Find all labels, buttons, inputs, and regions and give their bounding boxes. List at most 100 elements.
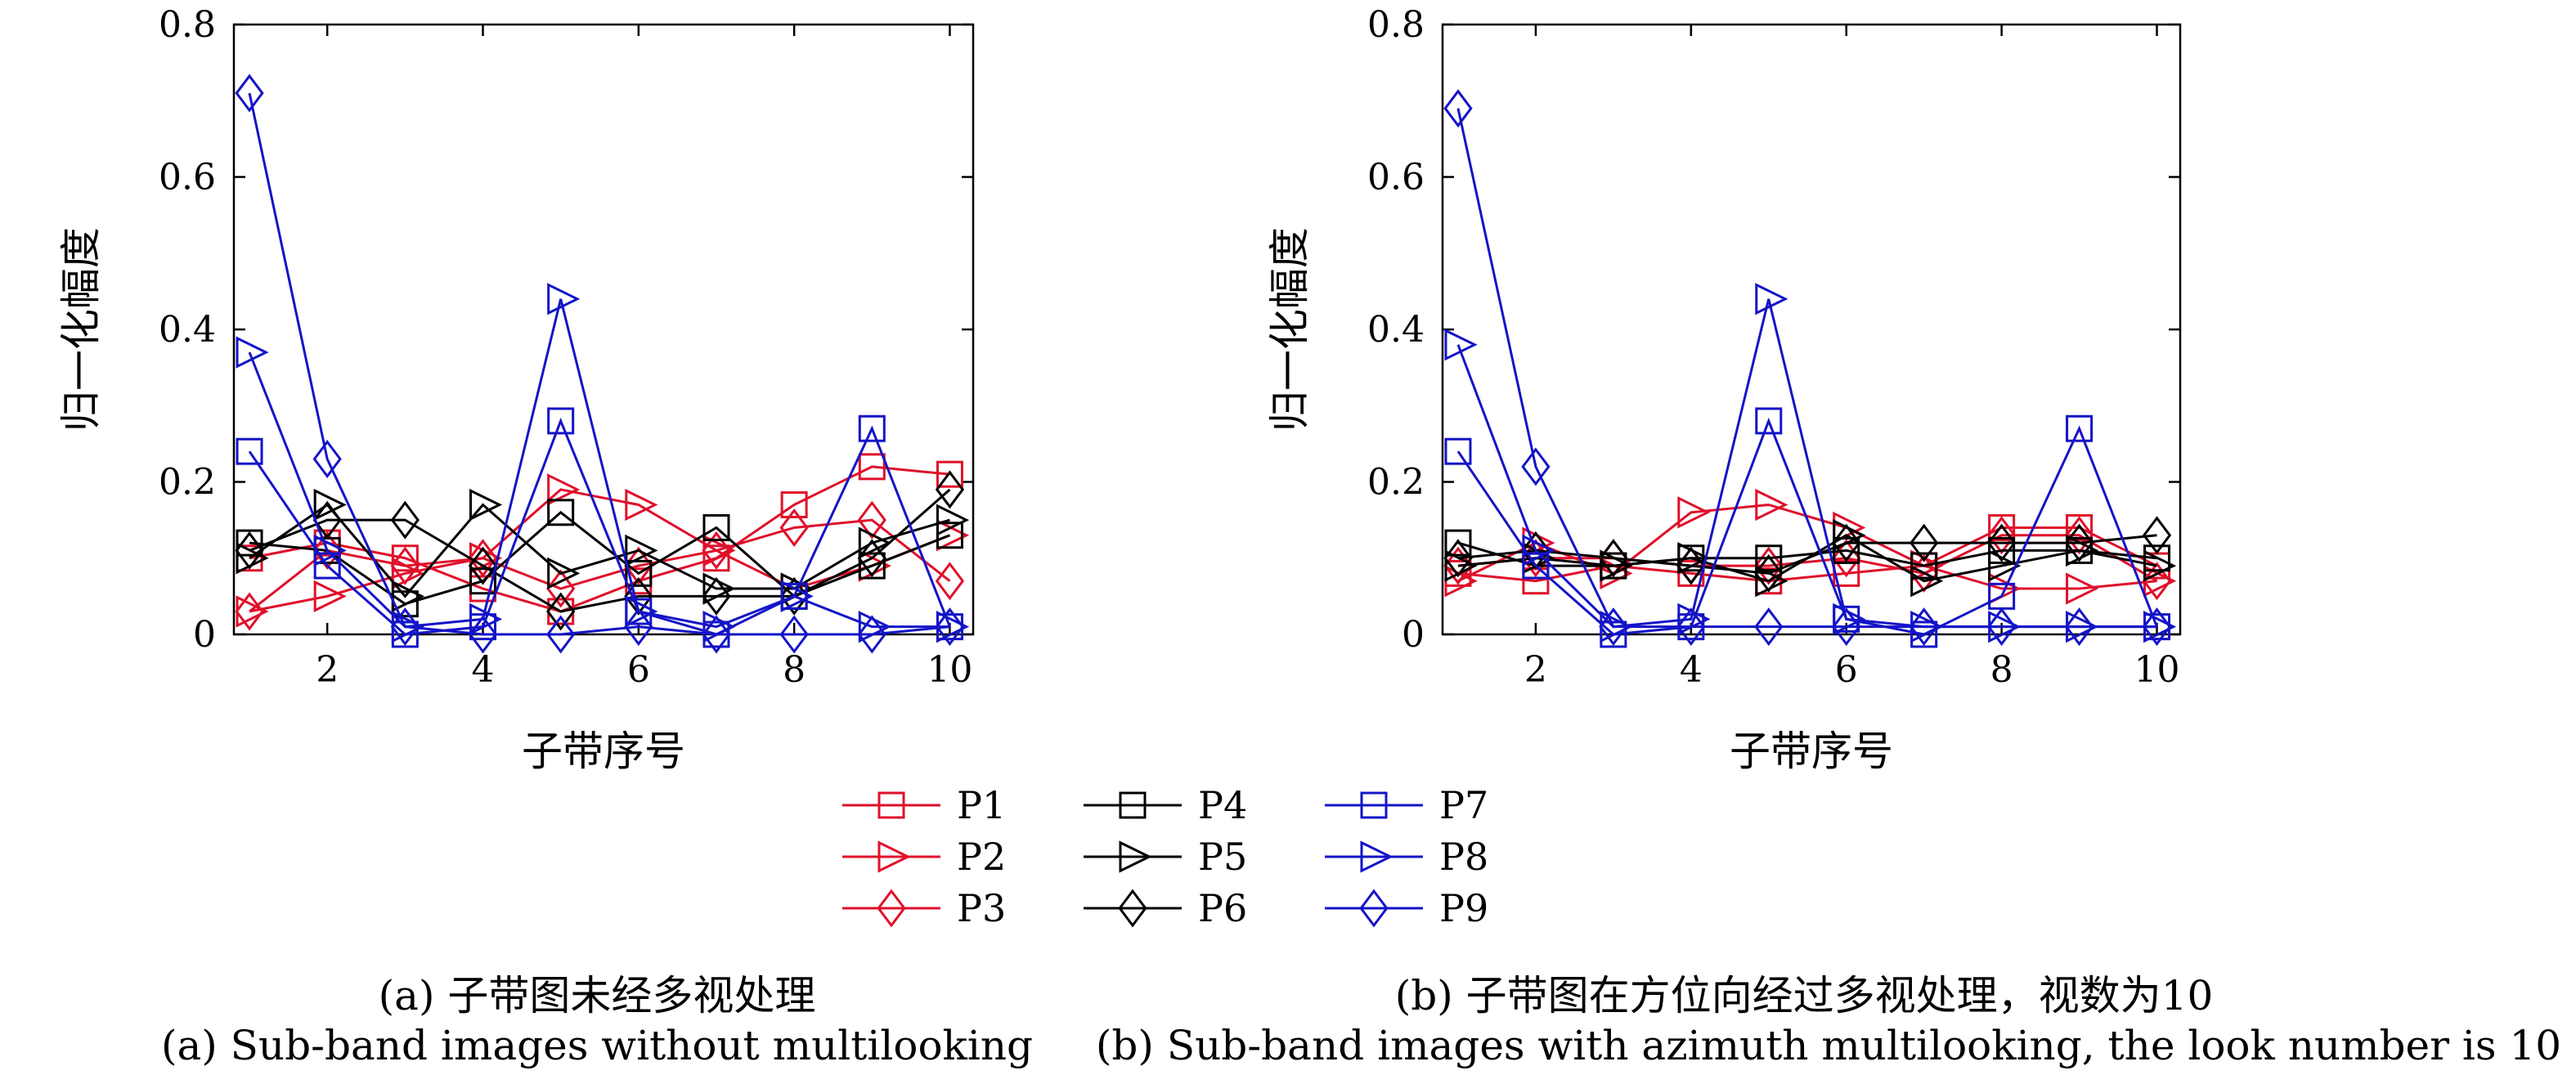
data-point-b-P6-3 (1599, 539, 1628, 578)
x-tick-label-a-2: 2 (316, 649, 339, 691)
data-point-a-P5-3 (391, 580, 425, 613)
series-line-a-P3 (249, 518, 951, 613)
legend-entry-P1: P1 (842, 783, 1006, 827)
data-point-b-P6-9 (2064, 523, 2094, 562)
legend-entry-P7: P7 (1325, 783, 1488, 827)
y-tick-label-a-0.8: 0.8 (159, 4, 216, 46)
legend-entry-P9: P9 (1325, 886, 1488, 930)
data-point-a-P3-9 (857, 500, 886, 540)
series-a-P9 (235, 74, 965, 654)
y-axis-label-b: 归一化幅度 (1266, 227, 1313, 432)
data-point-a-P3-1 (235, 592, 264, 631)
data-point-b-P7-1 (1444, 437, 1472, 465)
legend-label-P6: P6 (1198, 886, 1247, 930)
data-point-a-P6-4 (468, 546, 498, 585)
data-point-b-P6-8 (1986, 523, 2017, 562)
data-point-a-P6-10 (935, 470, 965, 509)
series-b-P6 (1443, 516, 2172, 593)
series-line-a-P5 (249, 503, 950, 598)
data-point-b-P2-4 (1677, 496, 1711, 529)
legend-entry-P8: P8 (1325, 835, 1488, 879)
chart-panel-b: 2 4 6 8 10 0 0.2 0.4 0.6 0.8 子带序号 归一化幅度 (1266, 4, 2182, 775)
data-point-a-P3-4 (468, 539, 498, 578)
data-point-a-P8-8 (780, 580, 814, 613)
data-point-a-P9-5 (546, 615, 576, 654)
data-point-a-P4-7 (702, 513, 730, 541)
series-line-b-P4 (1457, 541, 2157, 567)
data-point-a-P6-2 (312, 500, 342, 540)
data-point-b-P7-9 (2066, 414, 2094, 442)
y-tick-label-a-0.2: 0.2 (159, 462, 216, 504)
data-point-a-P6-1 (235, 531, 264, 570)
data-point-a-P9-6 (624, 607, 653, 647)
data-point-a-P4-9 (858, 552, 886, 580)
legend-entry-P5: P5 (1084, 835, 1247, 879)
x-tick-label-b-8: 8 (1990, 649, 2013, 691)
legend-marker-P7 (1360, 791, 1388, 819)
legend-label-P5: P5 (1198, 835, 1247, 879)
data-point-b-P3-9 (2064, 516, 2094, 555)
x-axis-label-b: 子带序号 (1730, 728, 1893, 775)
chart-panel-a: 2 4 6 8 10 0 0.2 0.4 0.6 0.8 子带序号 归一化幅度 (57, 4, 975, 775)
data-point-b-P9-6 (1832, 607, 1861, 647)
data-point-a-P5-10 (936, 504, 970, 536)
series-line-a-P4 (249, 510, 951, 606)
data-point-b-P8-1 (1444, 328, 1478, 361)
legend-label-P7: P7 (1439, 783, 1488, 827)
data-point-b-P4-1 (1444, 529, 1472, 557)
data-point-a-P2-6 (625, 488, 658, 522)
y-tick-label-b-0.4: 0.4 (1367, 309, 1425, 351)
data-point-a-P5-9 (858, 526, 891, 559)
y-tick-label-b-0.2: 0.2 (1367, 462, 1425, 504)
legend-marker-P9 (1359, 889, 1389, 928)
legend-marker-P5 (1119, 840, 1152, 873)
data-point-a-P3-2 (312, 531, 342, 570)
data-point-a-P8-6 (625, 595, 658, 628)
series-b-P9 (1443, 89, 2172, 647)
data-point-a-P3-3 (390, 546, 420, 585)
plot-frame-a (232, 23, 975, 636)
series-line-a-P9 (248, 92, 950, 636)
x-tick-label-b-6: 6 (1835, 649, 1858, 691)
data-point-b-P1-9 (2066, 513, 2094, 541)
data-point-b-P7-5 (1755, 407, 1783, 435)
data-point-b-P9-9 (2064, 607, 2094, 647)
y-tick-label-b-0.6: 0.6 (1367, 157, 1425, 199)
data-point-b-P5-7 (1910, 565, 1944, 598)
series-line-b-P7 (1456, 417, 2158, 636)
data-point-b-P9-5 (1754, 607, 1784, 647)
y-axis-label-a: 归一化幅度 (57, 227, 105, 432)
legend: P1 P2 P3 P4 P5 P6 P7 P8 P9 (842, 783, 1488, 930)
data-point-b-P3-5 (1754, 546, 1784, 585)
legend-label-P1: P1 (957, 783, 1006, 827)
series-line-a-P2 (249, 488, 951, 613)
data-point-a-P4-6 (625, 559, 653, 587)
x-axis-label-a: 子带序号 (522, 728, 685, 775)
legend-entry-P2: P2 (842, 835, 1006, 879)
y-tick-label-b-0.8: 0.8 (1367, 4, 1425, 46)
data-point-a-P8-5 (547, 283, 581, 316)
data-point-b-P8-2 (1522, 534, 1555, 567)
data-point-a-P3-5 (546, 569, 576, 608)
data-point-b-P3-10 (2142, 562, 2172, 601)
series-line-b-P9 (1456, 108, 2157, 629)
series-line-b-P6 (1457, 534, 2157, 575)
data-point-a-P5-2 (313, 488, 347, 522)
series-line-a-P6 (249, 488, 951, 613)
data-point-a-P1-8 (780, 490, 808, 518)
data-point-a-P1-10 (936, 460, 963, 488)
legend-label-P9: P9 (1439, 886, 1488, 930)
legend-marker-P1 (877, 791, 905, 819)
caption-b-english: (b) Sub-band images with azimuth multilo… (1095, 1022, 2562, 1069)
caption-a-chinese: (a) 子带图未经多视处理 (378, 972, 816, 1019)
series-line-a-P7 (248, 417, 951, 636)
legend-entry-P3: P3 (842, 886, 1006, 930)
data-point-b-P6-6 (1832, 523, 1861, 562)
x-tick-label-a-8: 8 (783, 649, 806, 691)
data-point-a-P9-7 (702, 615, 731, 654)
data-point-b-P3-1 (1443, 546, 1473, 585)
data-point-a-P9-9 (857, 615, 886, 654)
data-point-a-P9-3 (390, 607, 420, 647)
data-point-a-P1-9 (858, 453, 886, 481)
data-point-b-P5-10 (2143, 549, 2177, 582)
